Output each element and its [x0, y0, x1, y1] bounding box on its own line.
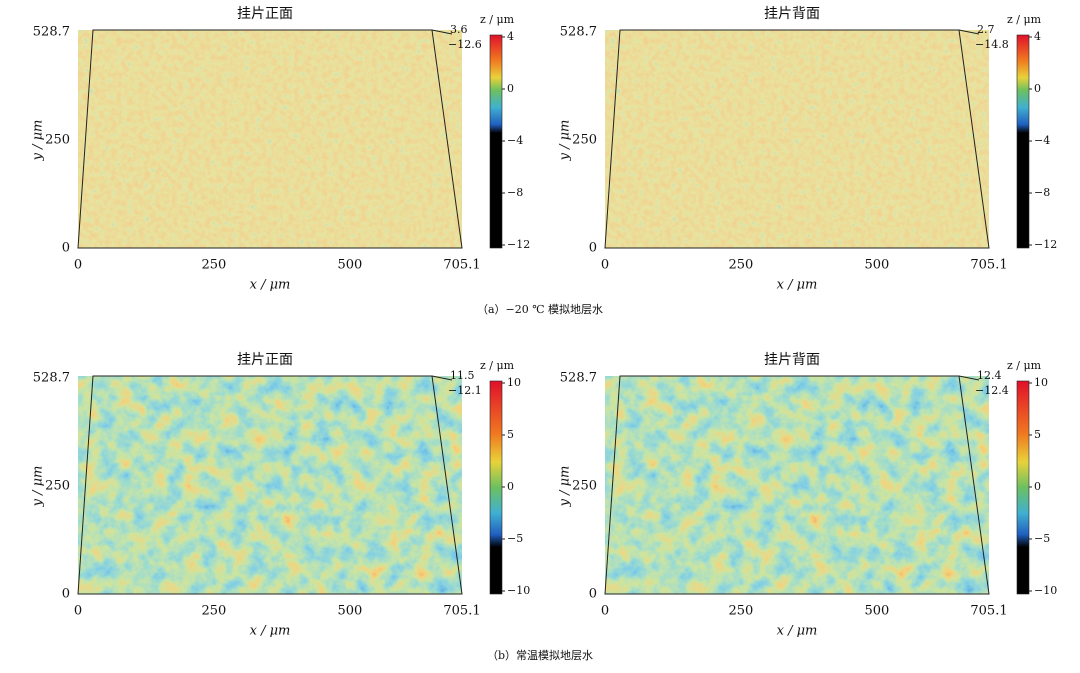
- colorbar: [1016, 380, 1030, 595]
- leader-line: [431, 375, 453, 381]
- surface-map: [78, 30, 462, 248]
- x-axis-label: x / μm: [250, 624, 291, 639]
- colorbar-label: z / μm: [480, 359, 515, 372]
- panel: 挂片正面 0 250 528.7 0 250 500 705.1 x / μm y / μm 11.…: [31, 352, 531, 639]
- x-tick-label: 500: [337, 258, 362, 273]
- y-tick-label: 250: [45, 479, 70, 494]
- y-axis-label: y / μm: [31, 466, 46, 508]
- colorbar-label: z / μm: [480, 13, 515, 26]
- plot-frame: [604, 375, 990, 595]
- y-tick-label: 528.7: [33, 371, 70, 386]
- z-min-label: −14.8: [975, 38, 1009, 51]
- panel: 挂片背面 0 250 528.7 0 250 500 705.1 x / μm y / μm 12.…: [558, 352, 1058, 639]
- panel-title: 挂片正面: [237, 352, 293, 368]
- colorbar-tick-label: −4: [507, 134, 523, 147]
- leader-line: [431, 29, 453, 35]
- x-tick-label: 0: [601, 258, 609, 273]
- colorbar-tick-label: 5: [507, 428, 514, 441]
- y-tick-label: 0: [62, 241, 70, 256]
- y-axis-label: y / μm: [31, 120, 46, 162]
- y-axis-label: y / μm: [558, 466, 573, 508]
- colorbar-tick-label: −10: [507, 584, 530, 597]
- y-tick-label: 528.7: [560, 25, 597, 40]
- colorbar-label: z / μm: [1007, 13, 1042, 26]
- z-max-label: 11.5: [450, 369, 475, 382]
- colorbar: [1016, 34, 1030, 249]
- panel: 挂片正面 0 250 528.7 0 250 500 705.1 x / μm y / μm 3.6…: [31, 6, 531, 293]
- colorbar-tick-label: 0: [1034, 480, 1041, 493]
- y-tick-label: 528.7: [33, 25, 70, 40]
- surface-map: [78, 376, 462, 594]
- surface-map: [605, 376, 989, 594]
- z-min-label: −12.1: [448, 384, 482, 397]
- y-tick-label: 250: [572, 133, 597, 148]
- colorbar-tick-label: 4: [1034, 30, 1041, 43]
- x-tick-label: 0: [601, 604, 609, 619]
- x-axis-label: x / μm: [777, 624, 818, 639]
- x-axis-label: x / μm: [250, 278, 291, 293]
- colorbar-tick-label: 0: [507, 82, 514, 95]
- colorbar-tick-label: 0: [1034, 82, 1041, 95]
- panel-title: 挂片正面: [237, 6, 293, 22]
- y-tick-label: 0: [62, 587, 70, 602]
- plot-frame: [77, 375, 463, 595]
- colorbar-label: z / μm: [1007, 359, 1042, 372]
- colorbar-tick-label: 4: [507, 30, 514, 43]
- z-min-label: −12.6: [448, 38, 482, 51]
- colorbar-tick-label: 10: [1034, 376, 1048, 389]
- panel-title: 挂片背面: [764, 352, 820, 368]
- x-tick-label: 0: [74, 258, 82, 273]
- x-tick-label: 705.1: [970, 604, 1007, 619]
- x-tick-label: 500: [864, 258, 889, 273]
- z-max-label: 3.6: [450, 23, 468, 36]
- plot-frame: [604, 29, 990, 249]
- panel: 挂片背面 0 250 528.7 0 250 500 705.1 x / μm y / μm 2.7…: [558, 6, 1058, 293]
- x-tick-label: 250: [729, 258, 754, 273]
- y-tick-label: 250: [45, 133, 70, 148]
- colorbar-tick-label: −8: [507, 186, 523, 199]
- y-tick-label: 0: [589, 241, 597, 256]
- z-max-label: 12.4: [977, 369, 1002, 382]
- z-max-label: 2.7: [977, 23, 995, 36]
- panel-title: 挂片背面: [764, 6, 820, 22]
- x-tick-label: 705.1: [443, 604, 480, 619]
- colorbar-tick-label: 0: [507, 480, 514, 493]
- caption: （a）−20 ℃ 模拟地层水: [477, 302, 603, 316]
- z-min-label: −12.4: [975, 384, 1009, 397]
- y-tick-label: 250: [572, 479, 597, 494]
- x-tick-label: 0: [74, 604, 82, 619]
- leader-line: [958, 29, 980, 35]
- colorbar: [489, 380, 503, 595]
- colorbar-tick-label: −10: [1034, 584, 1057, 597]
- y-axis-label: y / μm: [558, 120, 573, 162]
- leader-line: [958, 375, 980, 381]
- colorbar-tick-label: 10: [507, 376, 521, 389]
- colorbar-tick-label: −5: [1034, 532, 1050, 545]
- x-tick-label: 500: [337, 604, 362, 619]
- x-axis-label: x / μm: [777, 278, 818, 293]
- x-tick-label: 705.1: [443, 258, 480, 273]
- colorbar-tick-label: −5: [507, 532, 523, 545]
- colorbar-tick-label: −12: [507, 238, 530, 251]
- x-tick-label: 250: [202, 258, 227, 273]
- y-tick-label: 528.7: [560, 371, 597, 386]
- colorbar-tick-label: 5: [1034, 428, 1041, 441]
- colorbar-tick-label: −8: [1034, 186, 1050, 199]
- colorbar-tick-label: −4: [1034, 134, 1050, 147]
- surface-map: [605, 30, 989, 248]
- x-tick-label: 250: [729, 604, 754, 619]
- x-tick-label: 500: [864, 604, 889, 619]
- y-tick-label: 0: [589, 587, 597, 602]
- colorbar-tick-label: −12: [1034, 238, 1057, 251]
- colorbar: [489, 34, 503, 249]
- caption: （b）常温模拟地层水: [487, 648, 593, 662]
- x-tick-label: 250: [202, 604, 227, 619]
- plot-frame: [77, 29, 463, 249]
- x-tick-label: 705.1: [970, 258, 1007, 273]
